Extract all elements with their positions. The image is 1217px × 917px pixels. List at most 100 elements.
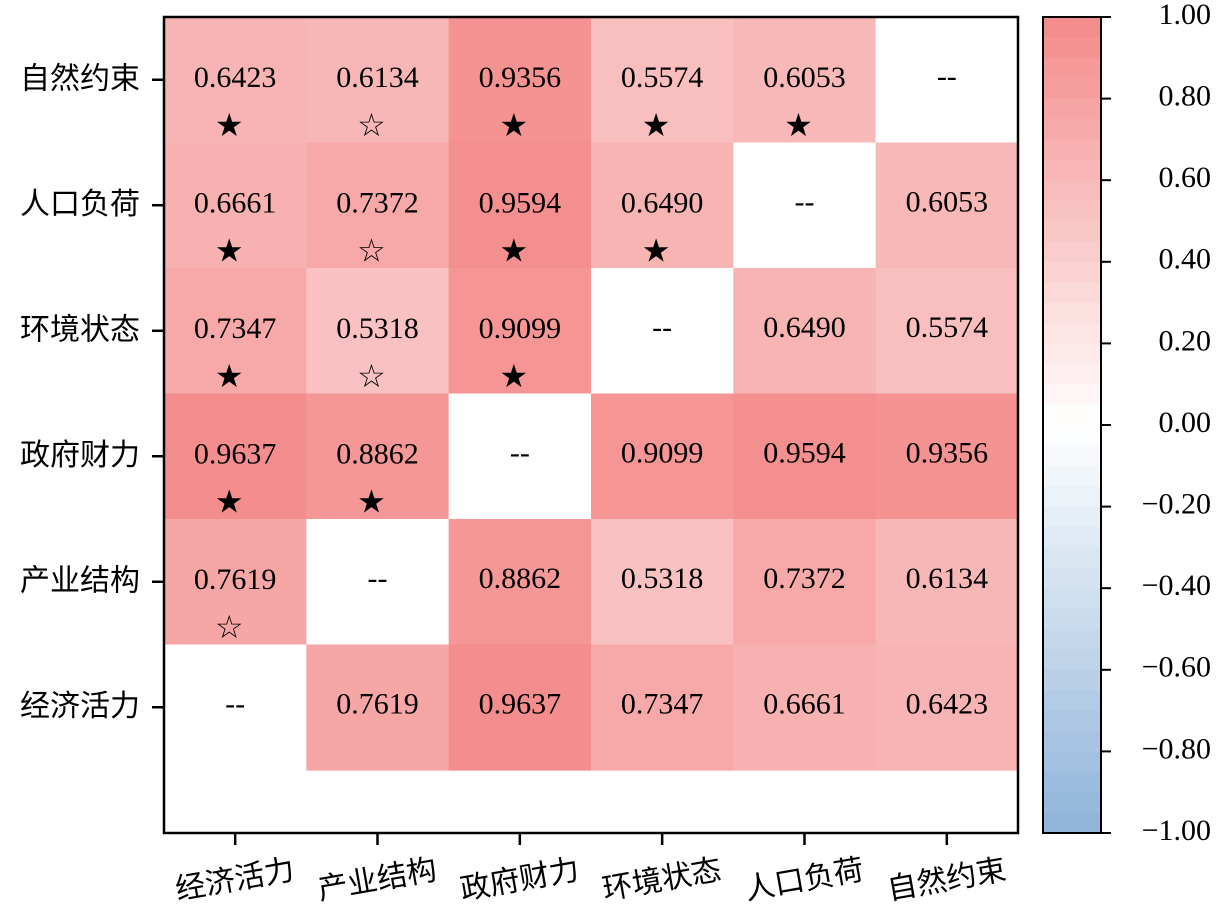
colorbar-segment (1043, 261, 1101, 283)
heatmap-cells (164, 17, 1019, 771)
x-tick-label: 经济活力 (173, 852, 297, 907)
heatmap-cell (733, 17, 877, 144)
heatmap-cell (164, 142, 307, 269)
x-tick-label: 人口负荷 (742, 852, 866, 907)
cell-value-label: -- (937, 60, 957, 93)
significance-star: ★ (357, 483, 386, 521)
cell-value-label: 0.5574 (906, 311, 989, 344)
heatmap-cell-labels: 0.6423 ★ 0.6134 ☆ 0.9356 ★ 0.5574 ★ 0.6053 ★ -- 0.6… (194, 60, 988, 721)
cell-value-label: 0.6490 (621, 186, 704, 219)
heatmap-cell (733, 644, 877, 771)
heatmap-cell (448, 142, 592, 269)
cell-value-label: 0.6490 (763, 311, 846, 344)
colorbar-segment (1043, 343, 1101, 365)
heatmap-cell (164, 393, 307, 520)
colorbar-tick-label: 0.00 (1159, 406, 1212, 439)
colorbar-segment (1043, 649, 1101, 671)
colorbar-segment (1043, 771, 1101, 793)
colorbar-segment (1043, 465, 1101, 487)
cell-value-label: 0.6053 (763, 61, 846, 94)
heatmap-cell (448, 519, 592, 646)
cell-value-label: 0.6661 (194, 186, 277, 219)
cell-value-label: 0.9099 (479, 312, 562, 345)
cell-value-label: 0.5318 (621, 562, 704, 595)
cell-value-label: 0.9356 (479, 61, 562, 94)
colorbar-tick-label: −0.80 (1142, 732, 1211, 765)
cell-value-label: 0.7372 (763, 562, 846, 595)
colorbar-segment (1043, 119, 1101, 140)
colorbar-segment (1043, 527, 1101, 548)
heatmap-cell (590, 644, 734, 771)
colorbar-segment (1043, 425, 1101, 446)
colorbar-segment (1043, 78, 1101, 100)
cell-value-label: 0.9637 (194, 437, 277, 470)
heatmap-cell (875, 519, 1019, 646)
heatmap-cell (306, 142, 450, 269)
y-tick-label: 产业结构 (20, 563, 140, 598)
heatmap-cell (306, 268, 450, 395)
heatmap-cell (306, 519, 450, 646)
cell-value-label: -- (510, 436, 530, 469)
colorbar-segment (1043, 241, 1101, 263)
cell-value-label: 0.7347 (621, 687, 704, 720)
significance-star: ★ (215, 357, 244, 395)
cell-value-label: 0.5574 (621, 61, 704, 94)
cell-value-label: 0.9099 (621, 436, 704, 469)
colorbar-segment (1043, 221, 1101, 242)
heatmap-cell (875, 17, 1019, 144)
colorbar-segment (1043, 547, 1101, 569)
heatmap-cell (448, 393, 592, 520)
colorbar-segment (1043, 690, 1101, 712)
significance-star: ★ (784, 106, 813, 144)
significance-star: ☆ (357, 357, 386, 395)
heatmap-cell (733, 393, 877, 520)
x-tick-label: 自然约束 (885, 852, 1009, 907)
y-tick-label: 环境状态 (20, 312, 140, 347)
heatmap-cell (733, 519, 877, 646)
cell-value-label: 0.9637 (479, 687, 562, 720)
significance-star: ☆ (215, 608, 244, 646)
y-tick-label: 政府财力 (20, 438, 140, 473)
cell-value-label: 0.6423 (906, 687, 989, 720)
cell-value-label: 0.7619 (336, 687, 419, 720)
x-axis: 经济活力 产业结构 政府财力 环境状态 人口负荷 自然约束 (173, 833, 1009, 908)
colorbar-tick-label: 0.60 (1159, 161, 1212, 194)
significance-star: ☆ (357, 232, 386, 270)
colorbar-segment (1043, 445, 1101, 467)
colorbar-segment (1043, 751, 1101, 773)
cell-value-label: 0.6423 (194, 61, 277, 94)
colorbar-segment (1043, 812, 1101, 834)
heatmap-cell (875, 268, 1019, 395)
colorbar-segment (1043, 506, 1101, 528)
heatmap-cell (733, 142, 877, 269)
heatmap-cell (590, 142, 734, 269)
cell-value-label: 0.9356 (906, 436, 989, 469)
colorbar-segment (1043, 669, 1101, 691)
colorbar-segment (1043, 37, 1101, 59)
significance-star: ★ (215, 483, 244, 521)
colorbar-segment (1043, 17, 1101, 38)
colorbar-segment (1043, 139, 1101, 161)
heatmap-cell (164, 268, 307, 395)
significance-star: ★ (499, 232, 528, 270)
heatmap-cell (448, 268, 592, 395)
x-tick-label: 政府财力 (458, 852, 582, 907)
significance-star: ☆ (357, 106, 386, 144)
cell-value-label: -- (368, 562, 388, 595)
x-tick-label: 环境状态 (600, 852, 724, 907)
heatmap-cell (164, 519, 307, 646)
heatmap-cell (590, 268, 734, 395)
heatmap-cell (448, 17, 592, 144)
significance-star: ★ (499, 106, 528, 144)
colorbar-segment (1043, 384, 1101, 406)
colorbar-segment (1043, 588, 1101, 610)
significance-star: ★ (499, 357, 528, 395)
colorbar-segment (1043, 302, 1101, 324)
cell-value-label: 0.7347 (194, 312, 277, 345)
y-tick-label: 自然约束 (20, 61, 140, 96)
cell-value-label: 0.6053 (906, 185, 989, 218)
y-tick-label: 人口负荷 (20, 187, 140, 222)
colorbar-segment (1043, 363, 1101, 385)
